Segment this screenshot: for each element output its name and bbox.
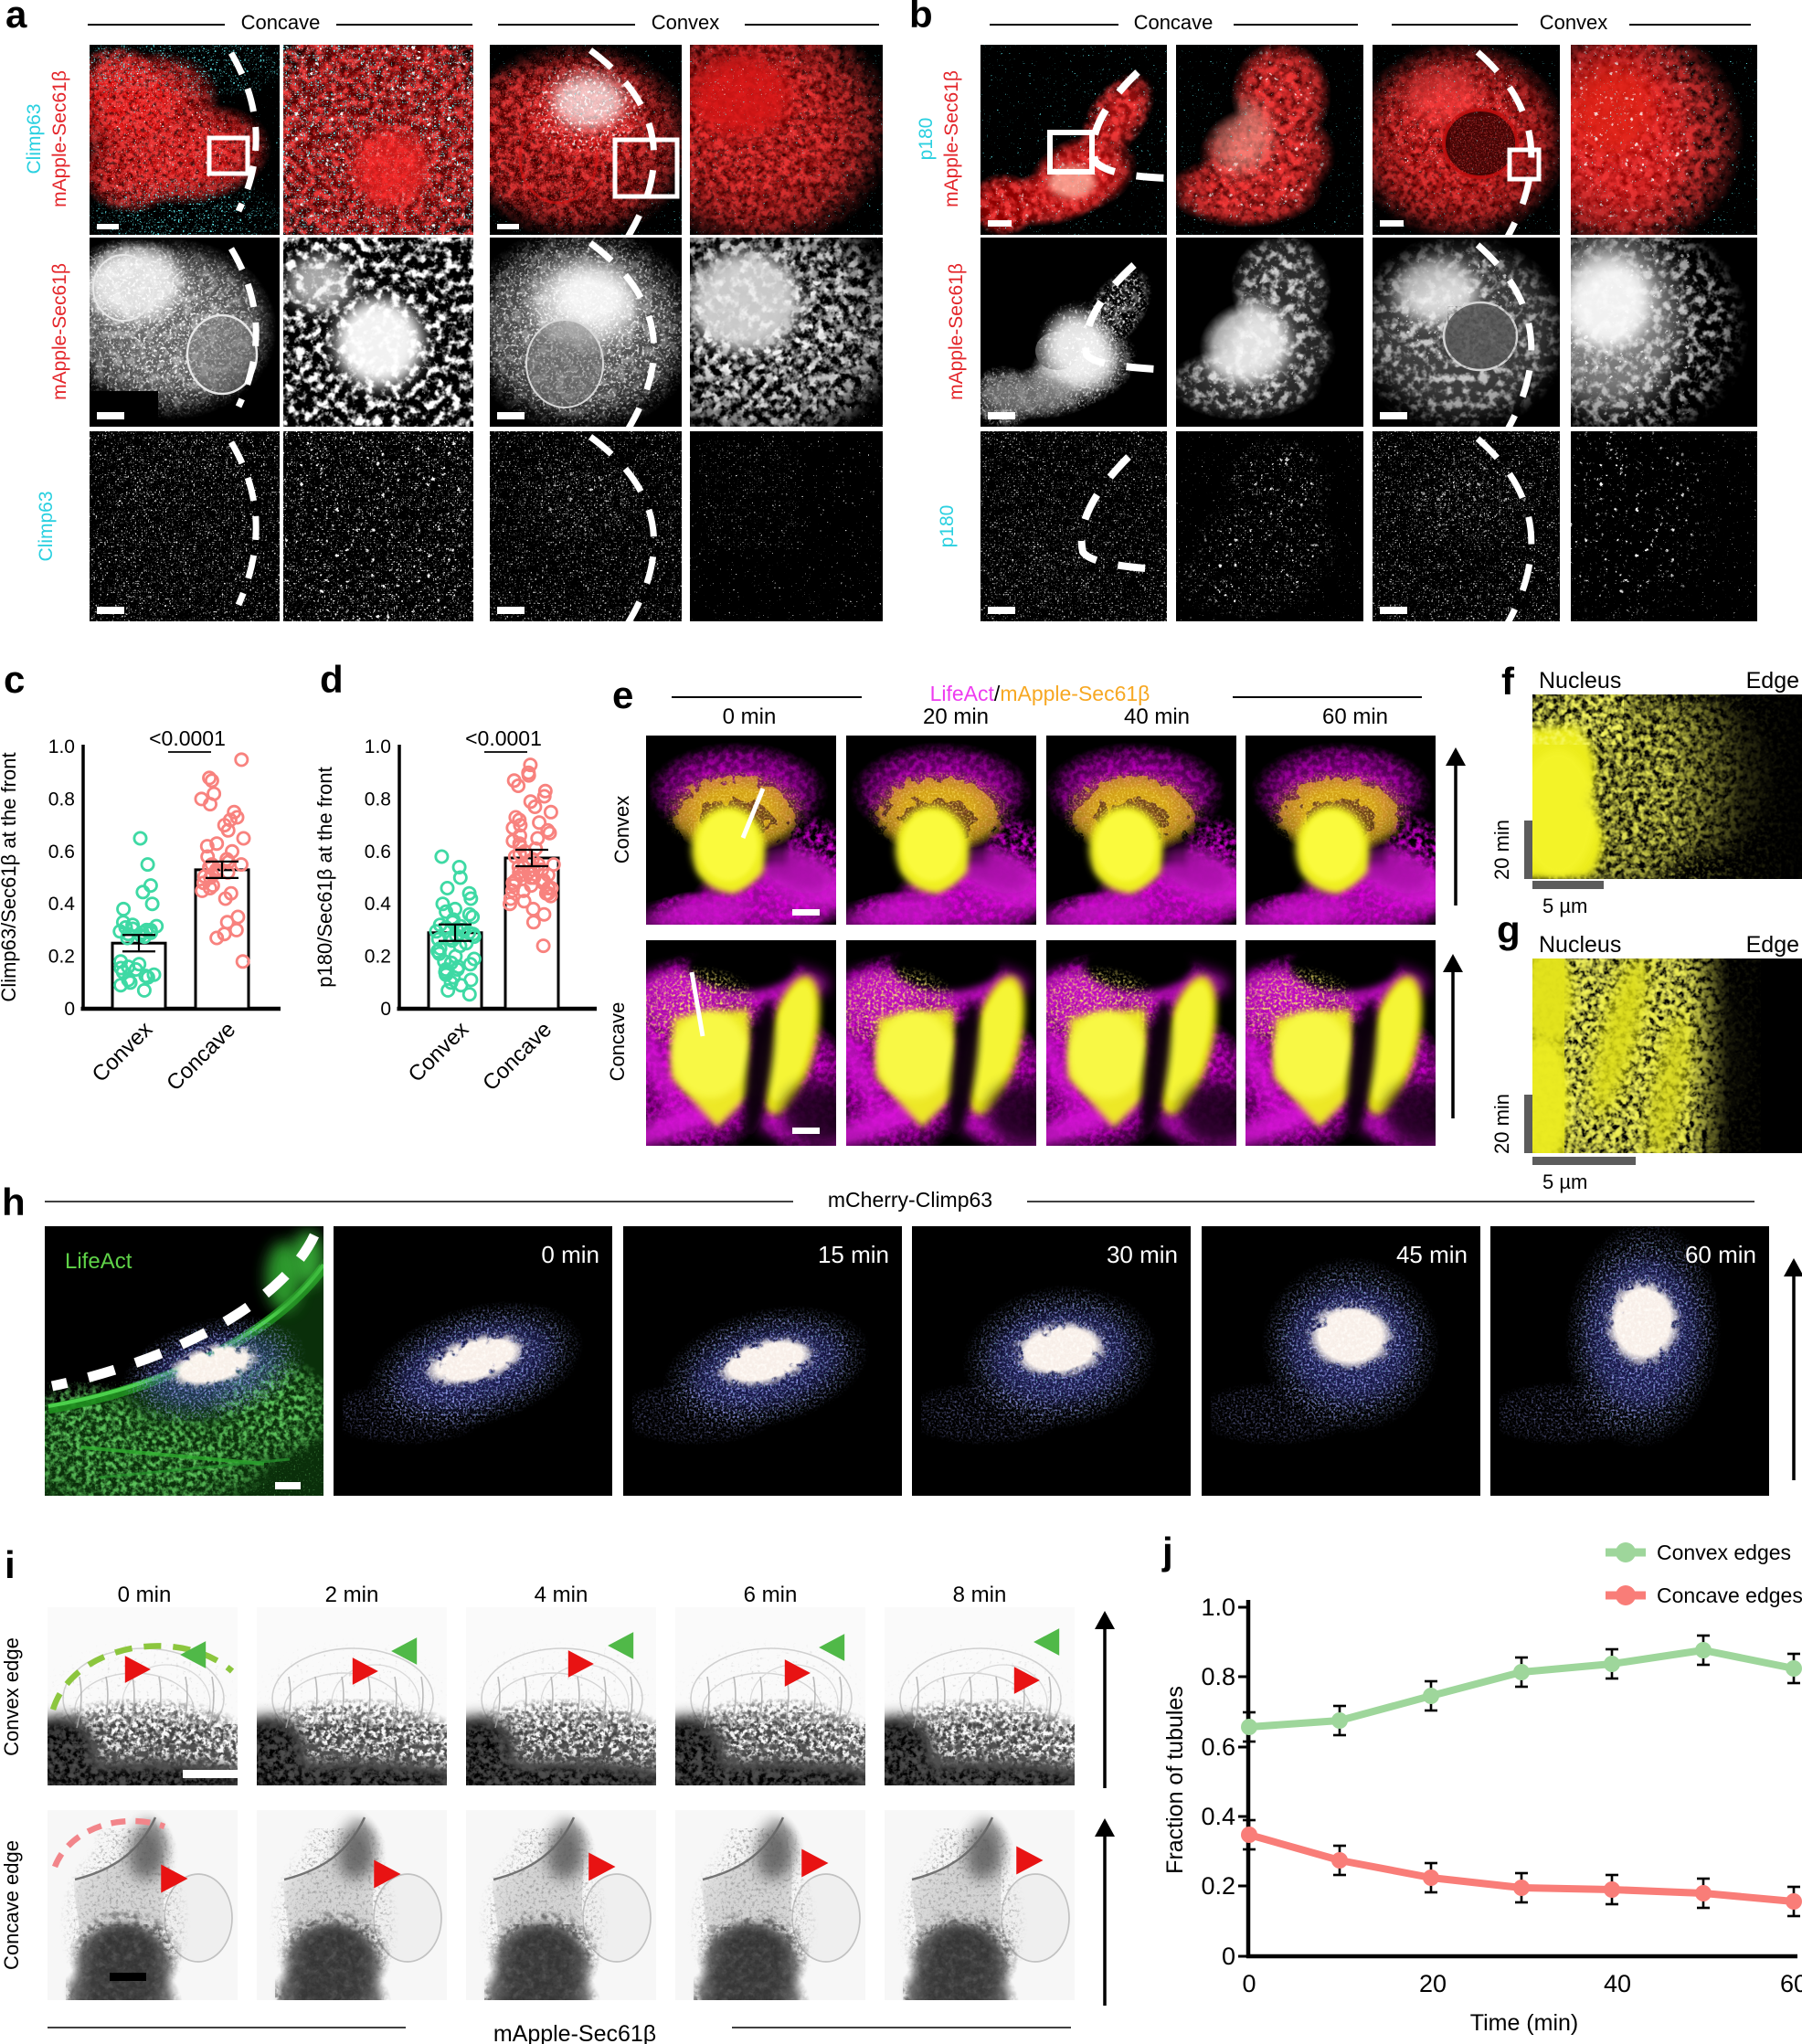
svg-text:p180: p180: [937, 505, 958, 548]
svg-text:c: c: [4, 658, 25, 701]
svg-text:Convex edges: Convex edges: [1657, 1541, 1791, 1564]
svg-text:mApple-Sec61β: mApple-Sec61β: [941, 70, 962, 207]
svg-text:6 min: 6 min: [744, 1583, 798, 1607]
svg-text:20 min: 20 min: [1490, 1094, 1513, 1154]
svg-text:p180: p180: [916, 118, 937, 161]
svg-text:0: 0: [380, 999, 391, 1020]
svg-text:0.2: 0.2: [1201, 1872, 1235, 1900]
svg-text:40: 40: [1604, 1970, 1631, 1997]
svg-text:Convex edge: Convex edge: [0, 1637, 23, 1756]
svg-text:e: e: [612, 673, 633, 716]
svg-text:Fraction of tubules: Fraction of tubules: [1162, 1686, 1188, 1874]
svg-text:0.8: 0.8: [365, 789, 391, 810]
svg-text:0 min: 0 min: [723, 704, 777, 729]
svg-text:Edge: Edge: [1746, 668, 1799, 694]
svg-text:Convex: Convex: [652, 11, 720, 34]
svg-text:Convex: Convex: [610, 796, 633, 864]
svg-text:Concave edges: Concave edges: [1657, 1583, 1802, 1607]
svg-text:20 min: 20 min: [923, 704, 989, 729]
svg-text:0.8: 0.8: [48, 789, 75, 810]
svg-text:mCherry-Climp63: mCherry-Climp63: [828, 1188, 992, 1212]
svg-text:p180/Sec61β at the front: p180/Sec61β at the front: [313, 767, 336, 987]
svg-text:1.0: 1.0: [365, 736, 391, 757]
svg-text:0.6: 0.6: [48, 842, 75, 863]
svg-text:b: b: [909, 0, 933, 36]
svg-text:0: 0: [1242, 1970, 1256, 1997]
svg-text:30 min: 30 min: [1107, 1241, 1178, 1268]
svg-text:15 min: 15 min: [818, 1241, 889, 1268]
svg-text:Climp63: Climp63: [24, 103, 45, 174]
svg-text:8 min: 8 min: [953, 1583, 1007, 1607]
svg-text:f: f: [1501, 660, 1515, 703]
svg-text:h: h: [2, 1181, 26, 1223]
svg-text:20: 20: [1419, 1970, 1447, 1997]
svg-text:2 min: 2 min: [325, 1583, 379, 1607]
svg-text:Climp63/Sec61β at the front: Climp63/Sec61β at the front: [0, 752, 20, 1001]
svg-text:Climp63: Climp63: [36, 491, 57, 561]
svg-text:Nucleus: Nucleus: [1539, 668, 1621, 694]
svg-text:Convex: Convex: [1540, 11, 1608, 34]
svg-text:Concave edge: Concave edge: [0, 1840, 23, 1970]
svg-text:mApple-Sec61β: mApple-Sec61β: [49, 263, 70, 400]
svg-text:5 µm: 5 µm: [1542, 1170, 1587, 1193]
svg-text:0.4: 0.4: [48, 894, 76, 915]
svg-text:40 min: 40 min: [1124, 704, 1190, 729]
svg-text:mApple-Sec61β: mApple-Sec61β: [946, 263, 967, 400]
svg-text:<0.0001: <0.0001: [465, 726, 542, 750]
svg-text:mApple-Sec61β: mApple-Sec61β: [49, 70, 70, 207]
svg-text:Time (min): Time (min): [1470, 2010, 1579, 2036]
svg-text:Nucleus: Nucleus: [1539, 932, 1621, 958]
svg-text:Concave: Concave: [1134, 11, 1214, 34]
svg-text:0: 0: [1222, 1943, 1235, 1970]
svg-text:0.2: 0.2: [365, 947, 391, 968]
svg-text:i: i: [5, 1543, 16, 1586]
svg-text:Concave: Concave: [241, 11, 321, 34]
svg-text:LifeAct: LifeAct: [65, 1249, 132, 1274]
svg-text:0.6: 0.6: [365, 842, 391, 863]
svg-text:a: a: [5, 0, 27, 36]
svg-text:j: j: [1161, 1530, 1173, 1573]
svg-text:45 min: 45 min: [1396, 1241, 1468, 1268]
svg-text:Concave: Concave: [606, 1002, 629, 1082]
svg-text:0 min: 0 min: [541, 1241, 599, 1268]
svg-text:0.2: 0.2: [48, 947, 75, 968]
svg-text:mApple-Sec61β: mApple-Sec61β: [493, 2021, 656, 2044]
svg-text:LifeAct/mApple-Sec61β: LifeAct/mApple-Sec61β: [930, 682, 1150, 705]
svg-text:0 min: 0 min: [118, 1583, 172, 1607]
svg-text:d: d: [320, 658, 344, 701]
svg-text:0.4: 0.4: [365, 894, 392, 915]
svg-text:4 min: 4 min: [535, 1583, 588, 1607]
svg-text:0: 0: [64, 999, 75, 1020]
svg-text:1.0: 1.0: [1201, 1594, 1235, 1621]
svg-text:60: 60: [1780, 1970, 1802, 1997]
svg-text:g: g: [1497, 908, 1521, 951]
svg-text:20 min: 20 min: [1490, 820, 1513, 880]
svg-text:0.8: 0.8: [1201, 1663, 1235, 1690]
svg-text:1.0: 1.0: [48, 736, 75, 757]
svg-text:60 min: 60 min: [1685, 1241, 1756, 1268]
svg-text:0.4: 0.4: [1201, 1803, 1235, 1830]
svg-text:0.6: 0.6: [1201, 1733, 1235, 1761]
svg-text:60 min: 60 min: [1322, 704, 1388, 729]
svg-text:5 µm: 5 µm: [1542, 895, 1587, 917]
svg-text:Edge: Edge: [1746, 932, 1799, 958]
svg-text:<0.0001: <0.0001: [149, 726, 226, 750]
